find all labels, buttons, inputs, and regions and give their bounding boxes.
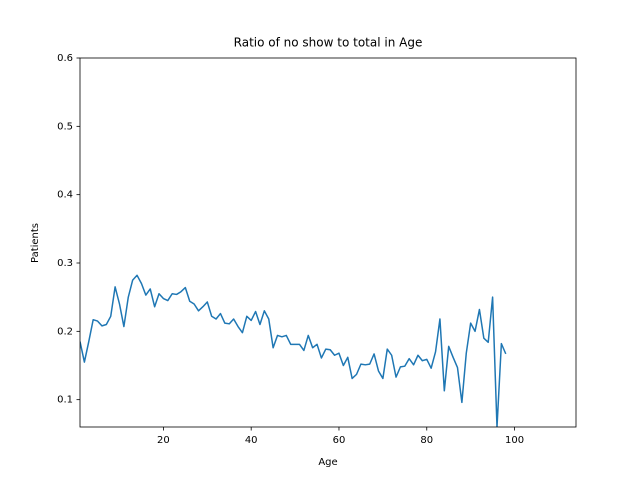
y-tick-label: 0.3 — [57, 258, 73, 269]
x-tick-label: 40 — [245, 435, 258, 446]
y-tick-label: 0.5 — [57, 121, 73, 132]
x-tick-label: 100 — [505, 435, 524, 446]
plot-frame — [79, 57, 577, 428]
y-tick-label: 0.6 — [57, 53, 73, 64]
chart-title: Ratio of no show to total in Age — [234, 36, 423, 50]
x-tick-label: 60 — [333, 435, 346, 446]
y-axis-label: Patients — [30, 223, 41, 263]
x-axis-label: Age — [318, 457, 337, 468]
y-tick-label: 0.1 — [57, 395, 73, 406]
y-tick-label: 0.2 — [57, 326, 73, 337]
y-tick-label: 0.4 — [57, 190, 73, 201]
x-tick-label: 80 — [420, 435, 433, 446]
x-tick-label: 20 — [157, 435, 170, 446]
data-line — [80, 274, 507, 427]
